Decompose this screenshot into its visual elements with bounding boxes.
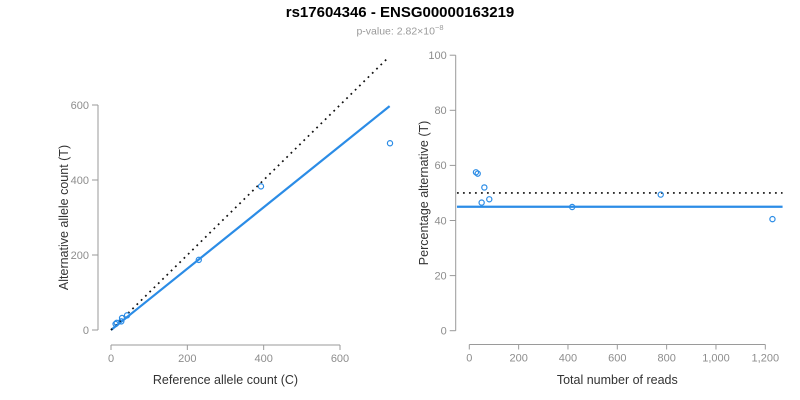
x-axis: 0 200 400 600 800 1,000 1,200 Total number of r…: [466, 344, 780, 387]
data-points: [472, 169, 776, 223]
subtitle: p-value: 2.82×10−8: [0, 23, 800, 38]
y-axis: 0 20 40 60 80 100 Percentage alternative (T): [417, 50, 457, 338]
x-tick-label: 400: [254, 353, 272, 365]
x-tick-label: 0: [108, 353, 114, 365]
x-tick-label: 200: [509, 353, 527, 365]
left-plot: 0 200 400 600 Reference allele count (C) 0 200…: [57, 57, 394, 387]
y-tick-label: 400: [71, 175, 89, 187]
x-tick-label: 800: [657, 353, 675, 365]
x-axis-title: Total number of reads: [557, 373, 678, 387]
y-tick-label: 40: [434, 215, 446, 227]
x-tick-label: 1,200: [752, 353, 780, 365]
data-point: [481, 184, 488, 191]
y-tick-label: 200: [71, 250, 89, 262]
y-axis-title: Alternative allele count (T): [57, 145, 71, 290]
y-tick-label: 60: [434, 160, 446, 172]
y-axis-title: Percentage alternative (T): [417, 121, 431, 266]
pvalue-text: p-value: 2.82×10: [356, 25, 435, 38]
x-tick-label: 0: [466, 353, 472, 365]
data-point: [486, 196, 493, 203]
data-point: [118, 318, 125, 325]
x-tick-label: 1,000: [702, 353, 730, 365]
x-tick-label: 200: [178, 353, 196, 365]
x-tick-label: 600: [608, 353, 626, 365]
data-point: [112, 320, 119, 328]
page-title: rs17604346 - ENSG00000163219: [285, 4, 515, 21]
x-axis-title: Reference allele count (C): [153, 373, 298, 387]
data-point: [657, 191, 664, 198]
data-point: [568, 203, 576, 211]
data-point: [195, 256, 202, 264]
y-axis: 0 200 400 600 Alternative allele count (T): [57, 100, 99, 337]
y-tick-label: 600: [71, 100, 89, 112]
x-axis: 0 200 400 600 Reference allele count (C): [108, 344, 349, 387]
fit-line: [110, 105, 391, 331]
identity-line: [110, 57, 389, 331]
data-points: [112, 140, 394, 328]
data-point: [478, 199, 485, 206]
y-tick-label: 100: [428, 50, 446, 62]
data-point: [123, 312, 131, 319]
pvalue-exponent: −8: [434, 23, 444, 32]
y-tick-label: 80: [434, 105, 446, 117]
data-point: [257, 183, 265, 190]
data-point: [118, 314, 126, 322]
y-tick-label: 0: [441, 326, 447, 338]
y-tick-label: 0: [83, 325, 89, 337]
y-tick-label: 20: [434, 270, 446, 282]
data-point: [474, 170, 481, 177]
data-point: [386, 140, 394, 147]
x-tick-label: 600: [331, 353, 349, 365]
x-tick-label: 400: [559, 353, 577, 365]
data-point: [769, 215, 776, 223]
